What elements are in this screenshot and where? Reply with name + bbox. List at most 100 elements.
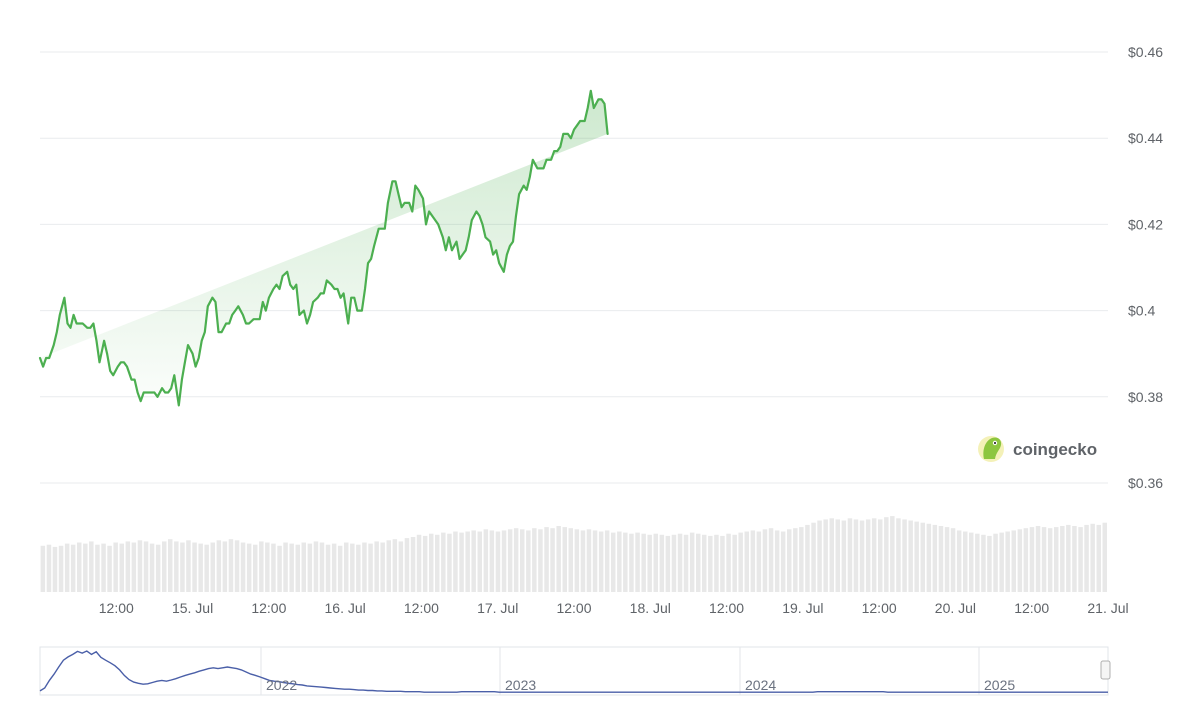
volume-bar (1078, 527, 1083, 592)
volume-bar (774, 530, 780, 592)
volume-bar (981, 534, 986, 592)
volume-bar (362, 542, 367, 592)
volume-bar (586, 529, 592, 592)
volume-bar (447, 533, 452, 592)
volume-bar (501, 530, 507, 592)
volume-bar (392, 539, 398, 592)
volume-bar (720, 535, 725, 592)
volume-bar (180, 542, 185, 592)
volume-bar (835, 519, 840, 592)
volume-bar (1072, 526, 1077, 592)
volume-bar (896, 518, 901, 592)
x-tick-label: 20. Jul (935, 600, 976, 616)
volume-bar (125, 541, 131, 592)
x-tick-label: 18. Jul (630, 600, 671, 616)
volume-bar (222, 541, 228, 592)
volume-bar (319, 542, 325, 592)
x-tick-label: 15. Jul (172, 600, 213, 616)
volume-bar (101, 543, 106, 592)
volume-bar (914, 521, 919, 592)
volume-bar (604, 530, 610, 592)
price-area-fill (40, 90, 608, 406)
volume-bar (210, 542, 215, 592)
x-tick-label: 12:00 (862, 600, 897, 616)
volume-bar (1029, 527, 1035, 592)
volume-bar (744, 531, 749, 592)
volume-bar (938, 526, 944, 592)
volume-bar (416, 534, 422, 592)
volume-bar (1047, 528, 1053, 592)
volume-bar (799, 527, 804, 592)
volume-bar (683, 534, 689, 592)
volume-bar (368, 543, 373, 592)
volume-bar (871, 518, 877, 592)
volume-bar (64, 543, 70, 592)
volume-bar (932, 524, 938, 592)
coingecko-gecko-icon (978, 436, 1004, 462)
volume-bar (271, 543, 276, 592)
volume-bar (386, 540, 391, 592)
navigator-history-line (39, 650, 1108, 693)
volume-bar (204, 544, 209, 592)
volume-bar (592, 530, 598, 592)
volume-bar (999, 532, 1004, 592)
volume-bar (459, 532, 464, 592)
volume-bar (295, 544, 300, 592)
volume-bar (829, 518, 834, 592)
volume-bar (1011, 530, 1016, 592)
volume-bar (1084, 524, 1089, 592)
volume-bar (162, 541, 167, 592)
y-tick-label: $0.36 (1128, 475, 1163, 491)
volume-bar (859, 520, 865, 592)
volume-bar (240, 542, 246, 592)
volume-bar (865, 519, 871, 592)
volume-bar (495, 531, 501, 592)
volume-bar (465, 531, 470, 592)
volume-bar (1102, 522, 1107, 592)
volume-bar (77, 542, 82, 592)
volume-bar (787, 529, 792, 592)
volume-bar (489, 530, 495, 592)
volume-bar (483, 529, 489, 592)
volume-bar (1060, 526, 1065, 592)
volume-bar (313, 541, 319, 592)
y-tick-label: $0.4 (1128, 303, 1155, 319)
volume-bar (726, 533, 731, 592)
volume-bar (671, 534, 677, 592)
volume-bar (119, 543, 124, 592)
volume-bar (926, 523, 932, 592)
y-tick-label: $0.44 (1128, 130, 1163, 146)
volume-bar (404, 538, 410, 592)
volume-bar (307, 543, 313, 592)
y-axis: $0.46 $0.44 $0.42 $0.4 $0.38 $0.36 (1128, 44, 1163, 491)
volume-bar (611, 532, 616, 592)
volume-bar (113, 542, 118, 592)
volume-bar (732, 534, 737, 592)
volume-bar (993, 533, 998, 592)
volume-bar (1041, 527, 1047, 592)
navigator-range-handle[interactable] (1100, 660, 1111, 680)
volume-bar (793, 528, 798, 592)
volume-bar (350, 543, 355, 592)
volume-bar (944, 527, 950, 592)
volume-bar (629, 533, 634, 592)
volume-bar (410, 537, 416, 592)
volume-bar (665, 535, 671, 592)
coingecko-brand-text: coingecko (1013, 440, 1097, 459)
volume-bar (756, 531, 762, 592)
volume-bar (1096, 524, 1101, 592)
x-tick-label: 21. Jul (1087, 600, 1128, 616)
navigator-year-labels: 2022 2023 2024 2025 (266, 677, 1015, 693)
volume-bar (435, 534, 440, 592)
volume-bar (253, 544, 258, 592)
x-tick-label: 19. Jul (782, 600, 823, 616)
volume-bar (441, 532, 446, 592)
x-tick-label: 12:00 (709, 600, 744, 616)
volume-bars (40, 516, 1107, 592)
volume-bar (301, 542, 306, 592)
volume-bar (890, 516, 895, 592)
volume-bar (198, 543, 203, 592)
volume-bar (46, 544, 52, 592)
range-navigator[interactable]: 2022 2023 2024 2025 (39, 646, 1111, 696)
